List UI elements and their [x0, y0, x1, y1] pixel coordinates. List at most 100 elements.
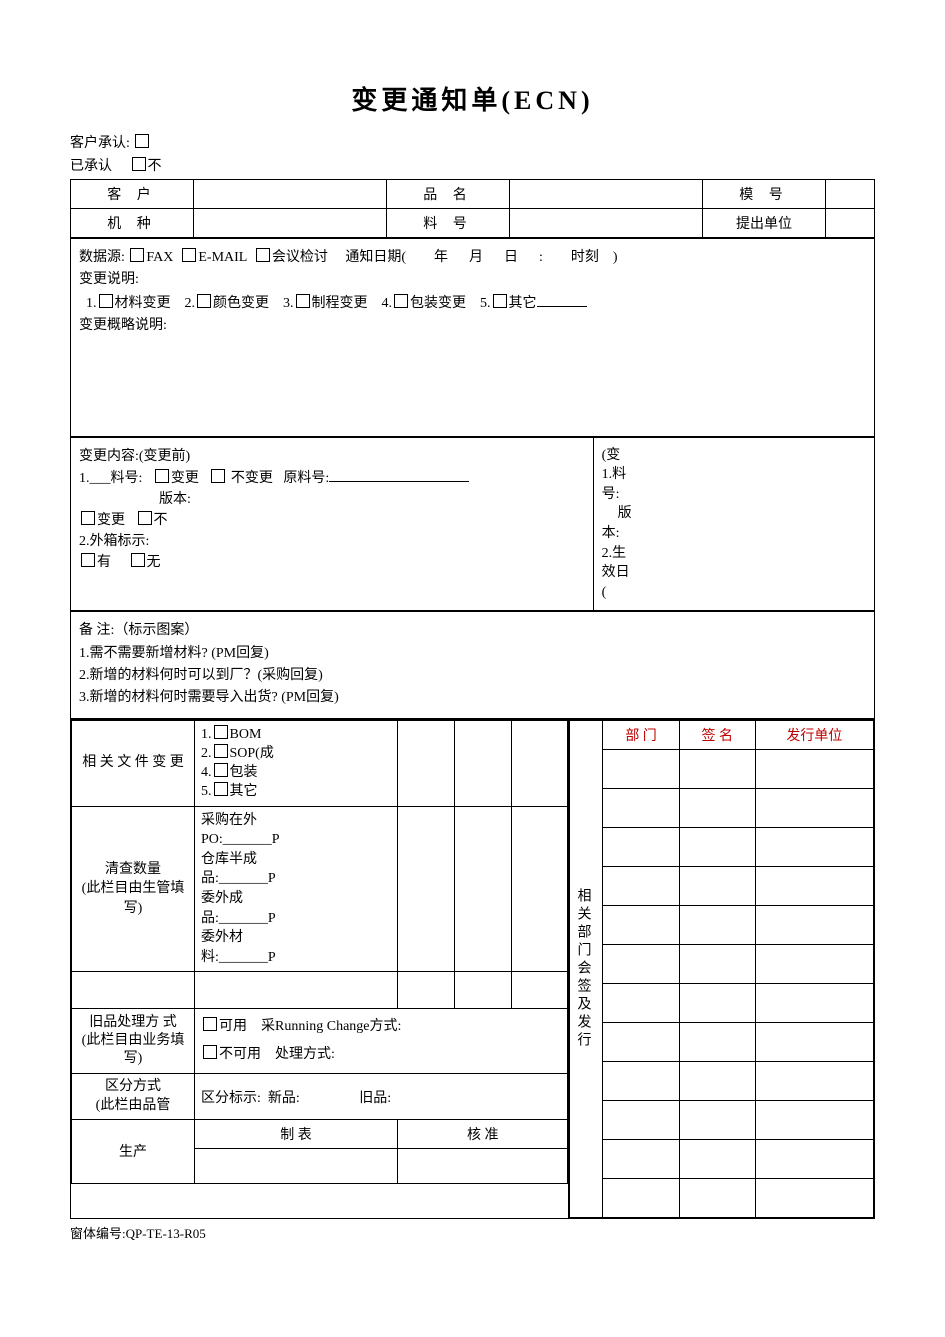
input-customer[interactable]: [194, 180, 387, 209]
sign-r3c2[interactable]: [679, 827, 755, 866]
sign-r4c3[interactable]: [755, 866, 873, 905]
old-no-checkbox[interactable]: [203, 1045, 217, 1059]
qty-l3a: 委外成: [201, 889, 391, 909]
opt-other-blank[interactable]: [537, 292, 587, 307]
sign-r2c2[interactable]: [679, 788, 755, 827]
sop-checkbox[interactable]: [214, 744, 228, 758]
opt-package-checkbox[interactable]: [394, 294, 408, 308]
sign-r2c1[interactable]: [603, 788, 679, 827]
sign-r12c2[interactable]: [679, 1178, 755, 1217]
before-nochange-checkbox[interactable]: [211, 469, 225, 483]
sign-r12c1[interactable]: [603, 1178, 679, 1217]
qty-label-l1: 清查数量: [78, 860, 188, 880]
before-none-text: 无: [147, 555, 161, 570]
production-row-1: 生产 制 表 核 准: [72, 1119, 568, 1148]
opt-other-checkbox[interactable]: [493, 294, 507, 308]
issue-header: 发行单位: [755, 720, 873, 749]
sign-r10c2[interactable]: [679, 1100, 755, 1139]
input-product[interactable]: [510, 180, 703, 209]
sign-r11c2[interactable]: [679, 1139, 755, 1178]
sign-r9c1[interactable]: [603, 1061, 679, 1100]
after-paren: (: [602, 583, 866, 603]
sign-r1c1[interactable]: [603, 749, 679, 788]
input-machine[interactable]: [194, 209, 387, 238]
sign-r3c1[interactable]: [603, 827, 679, 866]
sign-r8c1[interactable]: [603, 1022, 679, 1061]
bom-checkbox[interactable]: [214, 725, 228, 739]
approve-field[interactable]: [398, 1148, 568, 1183]
before-change-text: 变更: [171, 471, 199, 486]
sign-r5c3[interactable]: [755, 905, 873, 944]
before-line-1: 1.___料号: 变更 不变更 原料号:: [79, 467, 585, 489]
sign-r5c1[interactable]: [603, 905, 679, 944]
old-no-tail: 处理方式:: [275, 1047, 335, 1062]
sign-r6c2[interactable]: [679, 944, 755, 983]
sign-r11c1[interactable]: [603, 1139, 679, 1178]
fax-checkbox[interactable]: [130, 248, 144, 262]
customer-ack-checkbox[interactable]: [135, 134, 149, 148]
input-unit[interactable]: [826, 209, 875, 238]
ack-no-checkbox[interactable]: [132, 157, 146, 171]
source-line: 数据源: FAX E-MAIL 会议检讨 通知日期( 年 月 日 :: [79, 247, 866, 269]
before-change2-no-checkbox[interactable]: [138, 511, 152, 525]
diff-prefix: 区分标示:: [201, 1091, 261, 1106]
other-checkbox[interactable]: [214, 782, 228, 796]
make-field[interactable]: [195, 1148, 398, 1183]
qty-l2b: 品:_______P: [201, 869, 391, 889]
pack-checkbox[interactable]: [214, 763, 228, 777]
opt-color-checkbox[interactable]: [197, 294, 211, 308]
doc-change-label: 相 关 文 件 变 更: [72, 720, 195, 806]
doc-change-col-4[interactable]: [454, 720, 511, 806]
sign-r6c1[interactable]: [603, 944, 679, 983]
overview-blank-area[interactable]: [79, 338, 866, 428]
spacer-4: [454, 972, 511, 1009]
time-label: 时刻: [571, 250, 599, 265]
after-label: (变: [602, 446, 866, 466]
sign-r5c2[interactable]: [679, 905, 755, 944]
sign-r7c2[interactable]: [679, 983, 755, 1022]
meeting-checkbox[interactable]: [256, 248, 270, 262]
sign-r11c3[interactable]: [755, 1139, 873, 1178]
sign-r7c1[interactable]: [603, 983, 679, 1022]
old-ok-checkbox[interactable]: [203, 1017, 217, 1031]
sign-r4c2[interactable]: [679, 866, 755, 905]
sign-r10c1[interactable]: [603, 1100, 679, 1139]
email-checkbox[interactable]: [182, 248, 196, 262]
sign-r7c3[interactable]: [755, 983, 873, 1022]
before-none-checkbox[interactable]: [131, 553, 145, 567]
sign-r9c2[interactable]: [679, 1061, 755, 1100]
doc-change-col-3[interactable]: [398, 720, 455, 806]
source-cell: 数据源: FAX E-MAIL 会议检讨 通知日期( 年 月 日 :: [71, 239, 875, 437]
before-change-checkbox[interactable]: [155, 469, 169, 483]
input-material[interactable]: [510, 209, 703, 238]
before-has-checkbox[interactable]: [81, 553, 95, 567]
opt-package-text: 包装变更: [410, 296, 466, 311]
sign-r8c3[interactable]: [755, 1022, 873, 1061]
sign-r1c3[interactable]: [755, 749, 873, 788]
qty-col-4[interactable]: [454, 806, 511, 972]
sign-r9c3[interactable]: [755, 1061, 873, 1100]
qty-col-5[interactable]: [511, 806, 568, 972]
month-text: 月: [469, 250, 483, 265]
sign-r8c2[interactable]: [679, 1022, 755, 1061]
sign-r3c3[interactable]: [755, 827, 873, 866]
before-line-2-box: 2.外箱标示:: [79, 531, 585, 552]
doc-change-col-5[interactable]: [511, 720, 568, 806]
before-change2-yes-checkbox[interactable]: [81, 511, 95, 525]
sign-r2c3[interactable]: [755, 788, 873, 827]
bom-text: BOM: [230, 727, 262, 742]
left-stack: 相 关 文 件 变 更 1.BOM 2.SOP(成 4.包装 5.其它: [71, 719, 569, 1218]
after-l1b: 号:: [602, 485, 866, 505]
sign-r4c1[interactable]: [603, 866, 679, 905]
pack-text: 包装: [230, 765, 258, 780]
other-text: 其它: [230, 784, 258, 799]
opt-process-checkbox[interactable]: [296, 294, 310, 308]
raw-blank[interactable]: [329, 467, 469, 482]
opt-material-checkbox[interactable]: [99, 294, 113, 308]
sign-r1c2[interactable]: [679, 749, 755, 788]
sign-r10c3[interactable]: [755, 1100, 873, 1139]
qty-col-3[interactable]: [398, 806, 455, 972]
sign-r6c3[interactable]: [755, 944, 873, 983]
input-model[interactable]: [826, 180, 875, 209]
sign-r12c3[interactable]: [755, 1178, 873, 1217]
